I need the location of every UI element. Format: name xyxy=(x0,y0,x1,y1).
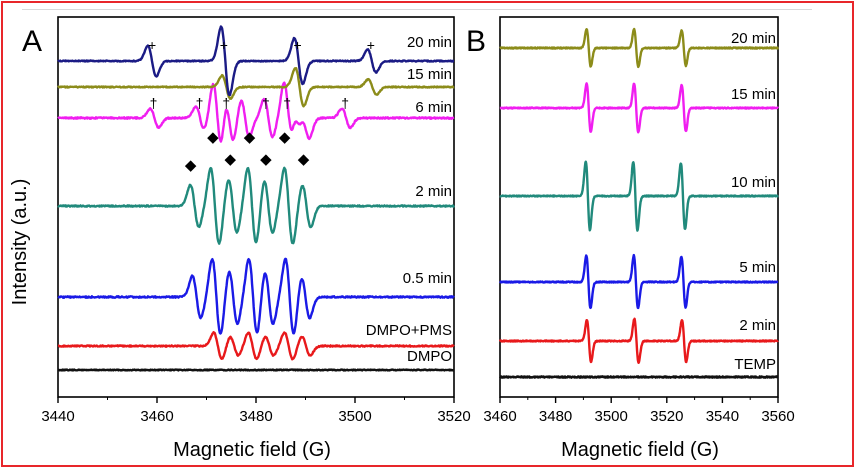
y-axis-label: Intensity (a.u.) xyxy=(9,179,31,306)
annotation-marker: † xyxy=(283,95,291,111)
panel-a-x-axis-label: Magnetic field (G) xyxy=(173,439,331,461)
top-rule xyxy=(22,9,812,10)
panel-b-label-2-min: 2 min xyxy=(739,317,776,334)
panel-a-tick-label: 3480 xyxy=(239,408,272,425)
annotation-marker: † xyxy=(222,95,230,111)
annotation-marker: ◆ xyxy=(224,151,236,168)
panel-b-label: B xyxy=(466,25,486,58)
panel-b-trace-10-min xyxy=(499,160,779,232)
panel-b-trace-20-min xyxy=(499,27,779,69)
annotation-marker: † xyxy=(262,95,270,111)
panel-a-x-ticks: 3440 3460 3480 3500 3520 xyxy=(41,397,471,425)
panel-a-tick-label: 3460 xyxy=(140,408,173,425)
annotation-marker: † xyxy=(341,95,349,111)
panel-a-trace-15-min xyxy=(57,66,455,108)
panel-a-trace-6-min xyxy=(57,81,455,143)
panel-b-tick-label: 3480 xyxy=(539,408,572,425)
annotation-marker: ◆ xyxy=(279,129,291,146)
panel-a-tick-label: 3520 xyxy=(437,408,470,425)
panel-b-traces xyxy=(498,27,779,379)
annotation-marker: ◆ xyxy=(207,129,219,146)
panel-a-trace-2-min xyxy=(57,166,456,245)
annotation-marker: † xyxy=(150,95,158,111)
annotation-marker: + xyxy=(148,37,156,53)
panel-b-trace-5-min xyxy=(499,253,779,310)
panel-a-trace-dmpo-pms xyxy=(57,331,455,361)
panel-b-label-10-min: 10 min xyxy=(731,174,776,191)
panel-a-label-0-5-min: 0.5 min xyxy=(403,270,452,287)
panel-b-trace-temp xyxy=(498,375,779,379)
panel-b-x-ticks: 3460 3480 3500 3520 3540 3560 xyxy=(483,397,795,425)
panel-a-label-15-min: 15 min xyxy=(407,66,452,83)
panel-b-x-axis-label: Magnetic field (G) xyxy=(561,439,719,461)
panel-b-label-20-min: 20 min xyxy=(731,30,776,47)
annotation-marker: ◆ xyxy=(260,151,272,168)
panel-b-label-5-min: 5 min xyxy=(739,259,776,276)
panel-a-label-dmpo: DMPO xyxy=(407,348,452,365)
panel-a-label-dmpo-pms: DMPO+PMS xyxy=(366,322,452,339)
panel-a: A DMPO DMPO+PMS 0.5 min 2 min 6 min 15 min 20 … xyxy=(22,16,471,461)
annotation-marker: ◆ xyxy=(185,157,197,174)
panel-b-tick-label: 3540 xyxy=(706,408,739,425)
panel-a-label-6-min: 6 min xyxy=(415,99,452,116)
annotation-marker: + xyxy=(220,37,228,53)
annotation-marker: ◆ xyxy=(298,151,310,168)
panel-b-trace-15-min xyxy=(499,82,779,134)
panel-a-label-20-min: 20 min xyxy=(407,34,452,51)
panel-b-tick-label: 3500 xyxy=(595,408,628,425)
annotation-marker: † xyxy=(196,95,204,111)
annotation-marker: ◆ xyxy=(244,129,256,146)
panel-b-label-15-min: 15 min xyxy=(731,86,776,103)
panel-b-series-labels: TEMP 2 min 5 min 10 min 15 min 20 min xyxy=(731,30,776,373)
annotation-marker: + xyxy=(367,37,375,53)
panel-a-trace-20-min xyxy=(57,25,455,97)
annotation-marker: + xyxy=(293,37,301,53)
panel-b-tick-label: 3460 xyxy=(483,408,516,425)
panel-a-tick-label: 3440 xyxy=(41,408,74,425)
panel-b-label-temp: TEMP xyxy=(734,356,776,373)
panel-a-label: A xyxy=(22,25,42,58)
panel-a-series-labels: DMPO DMPO+PMS 0.5 min 2 min 6 min 15 min 20 mi… xyxy=(366,34,452,365)
panel-b-trace-2-min xyxy=(498,317,779,364)
panel-a-label-2-min: 2 min xyxy=(415,183,452,200)
panel-a-trace-dmpo xyxy=(57,368,455,372)
panel-a-trace-0-5-min xyxy=(57,257,455,335)
panel-a-traces xyxy=(57,25,456,372)
panel-a-annotations: + + + +† † † † † †◆◆◆◆◆◆◆ xyxy=(148,37,375,174)
panel-a-tick-label: 3500 xyxy=(338,408,371,425)
panel-b-tick-label: 3560 xyxy=(761,408,794,425)
panel-b-tick-label: 3520 xyxy=(650,408,683,425)
